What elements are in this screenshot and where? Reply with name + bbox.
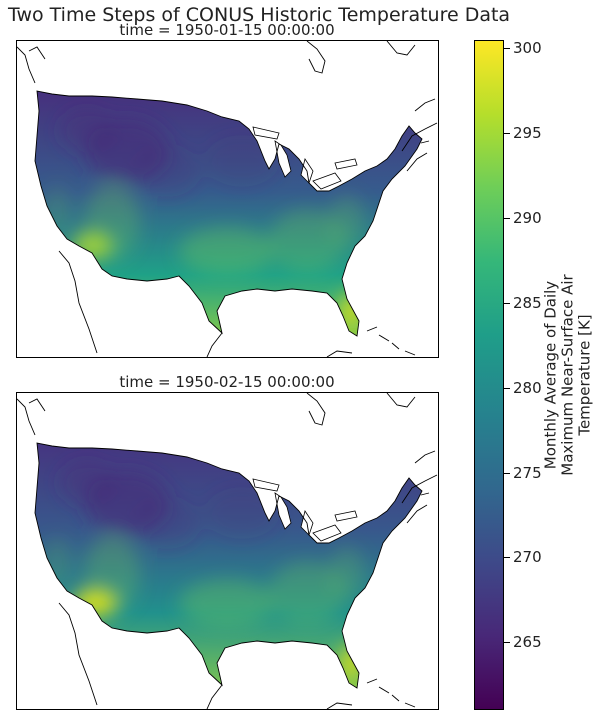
colorbar-tick-7 [504,48,510,50]
temperature-variation [43,109,365,329]
coastline-9 [306,41,326,74]
great-lake-3 [334,158,358,170]
temperature-anomaly-3 [133,145,201,197]
map-panel-2 [16,392,439,710]
florida-warm-region [342,293,360,329]
colorbar-label-line-1: Monthly Average of Daily [541,280,560,470]
colorbar-tick-0 [504,642,510,644]
coastline-7 [391,342,400,350]
colorbar-tick-2 [504,472,510,474]
coastline-7 [391,694,400,702]
coastline-outline [34,442,423,689]
warm-region [73,589,117,617]
coastline-10 [401,122,438,152]
temperature-anomaly-8 [329,547,365,599]
great-lake-4 [252,478,280,492]
warm-region [72,232,112,260]
temperature-anomaly-6 [269,561,345,625]
panel-title-2: time = 1950-02-15 00:00:00 [119,373,335,391]
temperature-anomaly-3 [133,497,201,549]
temperature-anomaly-1 [59,461,115,505]
coastline-11 [406,152,428,172]
coastline-5 [366,326,378,332]
panel-title-1: time = 1950-01-15 00:00:00 [119,21,335,39]
coastline-8 [404,350,416,356]
temperature-anomaly-7 [204,135,280,187]
great-lake-3 [334,510,358,522]
coastline-4 [326,350,353,357]
conus-map-1 [17,41,438,357]
coastline-1 [28,398,46,412]
coastline-8 [404,702,416,708]
coastline-9 [306,393,326,426]
temperature-anomaly-4 [43,537,71,589]
temperature-anomaly-8 [329,195,365,247]
coastline-11 [406,504,428,524]
colorbar-gradient [475,41,503,709]
coastline-6 [378,686,390,694]
coastline-2 [58,250,98,354]
florida-warm-region [342,645,360,681]
colorbar [474,40,504,710]
coastline-14 [386,393,416,408]
great-lake-4 [252,126,280,140]
great-lake-2 [312,172,342,190]
colorbar-label-line-3: Temperature [K] [575,314,594,436]
colorbar-tick-4 [504,302,510,304]
coastline-4 [326,702,353,709]
colorbar-tick-6 [504,133,510,135]
colorbar-tick-5 [504,218,510,220]
colorbar-tick-label-3: 280 [513,378,542,397]
coastline-1 [28,46,46,60]
temperature-anomaly-5 [179,227,275,275]
coastline-13 [420,140,430,144]
great-lake-2 [312,524,342,542]
temperature-anomaly-6 [269,209,345,273]
figure-title: Two Time Steps of CONUS Historic Tempera… [8,4,511,26]
coastline-0 [17,398,36,436]
coastline-5 [366,678,378,684]
coastline-10 [401,474,438,504]
temperature-anomaly-7 [204,487,280,539]
colorbar-tick-label-2: 275 [513,463,542,482]
colorbar-tick-3 [504,387,510,389]
colorbar-tick-label-7: 300 [513,39,542,58]
temperature-variation [43,461,365,681]
coastline-0 [17,46,36,84]
temperature-anomaly-1 [59,109,115,153]
colorbar-tick-label-1: 270 [513,548,542,567]
temperature-anomaly-4 [43,185,71,237]
colorbar-tick-label-0: 265 [513,633,542,652]
coastline-12 [414,450,436,464]
coastline-13 [420,492,430,496]
colorbar-tick-label-4: 285 [513,293,542,312]
colorbar-label: Monthly Average of Daily Maximum Near-Su… [541,195,594,555]
coastline-outline [34,90,423,337]
coastline-14 [386,41,416,56]
coastline-12 [414,98,436,112]
conus-map-2 [17,393,438,709]
coastline-3 [206,332,223,357]
colorbar-label-line-2: Maximum Near-Surface Air [558,274,577,476]
colorbar-tick-label-6: 295 [513,124,542,143]
map-panel-1 [16,40,439,358]
coastline-2 [58,602,98,706]
coastline-6 [378,334,390,342]
colorbar-tick-label-5: 290 [513,209,542,228]
coastline-3 [206,684,223,709]
colorbar-tick-1 [504,557,510,559]
temperature-anomaly-5 [179,579,275,627]
